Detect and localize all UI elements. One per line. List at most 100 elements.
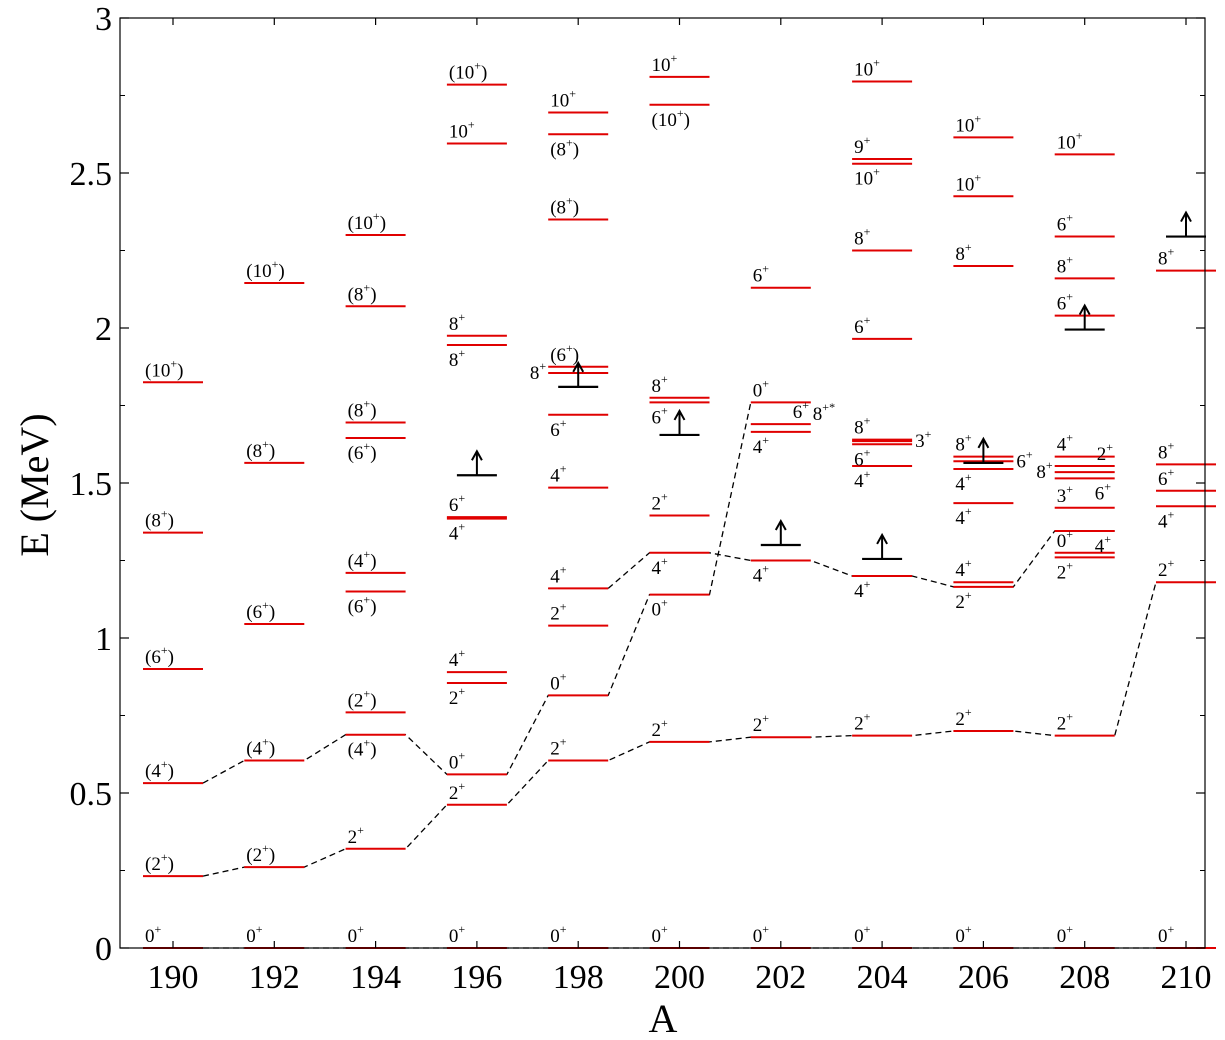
spin-text: 4 bbox=[955, 474, 965, 495]
parity-sup: + bbox=[864, 445, 871, 459]
spin-text: 2 bbox=[151, 854, 161, 875]
spin-text: ( bbox=[348, 213, 354, 234]
spin-text: ( bbox=[145, 511, 151, 532]
level-label: 6+ bbox=[793, 398, 810, 423]
parity-sup: + bbox=[965, 556, 972, 570]
parity-sup: + bbox=[677, 106, 684, 120]
energy-levels bbox=[143, 75, 1216, 949]
spin-text: ) bbox=[168, 511, 174, 532]
annotation-text: 8 bbox=[813, 404, 823, 425]
level-label: 4+ bbox=[854, 467, 871, 492]
level-label: 6+ bbox=[753, 262, 770, 287]
level-label: 6+ bbox=[1016, 447, 1033, 472]
spin-text: 0 bbox=[753, 380, 763, 401]
systematics-line bbox=[548, 530, 1115, 590]
level-label: 4+ bbox=[1095, 532, 1112, 557]
x-tick-label: 204 bbox=[857, 959, 908, 996]
spin-text: ( bbox=[246, 602, 252, 623]
level-label: (10+) bbox=[246, 257, 284, 282]
parity-sup: + bbox=[363, 547, 370, 561]
level-label: (6+) bbox=[246, 598, 275, 623]
parity-sup: + bbox=[974, 170, 981, 184]
parity-sup: + bbox=[802, 398, 809, 412]
level-label: 0+ bbox=[753, 376, 770, 401]
level-label: (8+) bbox=[348, 397, 377, 422]
spin-text: ( bbox=[550, 345, 556, 366]
spin-text: ) bbox=[278, 261, 284, 282]
level-label: 2+ bbox=[550, 734, 567, 759]
level-label: 6+ bbox=[1095, 479, 1112, 504]
y-tick-label: 2 bbox=[95, 311, 112, 348]
limit-arrow-head bbox=[1180, 210, 1192, 223]
parity-sup: + bbox=[262, 598, 269, 612]
level-label: 4+ bbox=[955, 470, 972, 495]
parity-sup: + bbox=[363, 593, 370, 607]
spin-text: ) bbox=[370, 401, 376, 422]
level-label: (2+) bbox=[348, 686, 377, 711]
parity-sup: + bbox=[458, 346, 465, 360]
level-label: 10+ bbox=[854, 165, 880, 190]
parity-sup: + bbox=[458, 922, 465, 936]
limit-arrow-head bbox=[876, 532, 888, 545]
level-label: 0+ bbox=[246, 922, 262, 947]
level-label: 6+ bbox=[1057, 211, 1074, 236]
spin-text: 6 bbox=[854, 317, 864, 338]
parity-sup: + bbox=[661, 403, 668, 417]
spin-text: 4 bbox=[955, 508, 965, 529]
level-label: 2+ bbox=[550, 600, 567, 625]
spin-text: ) bbox=[370, 284, 376, 305]
parity-sup: + bbox=[1066, 252, 1073, 266]
level-label: 10+ bbox=[854, 56, 880, 81]
spin-text: 2 bbox=[854, 714, 864, 735]
spin-text: 0 bbox=[652, 600, 662, 621]
spin-text: 0 bbox=[1057, 531, 1067, 552]
level-label: 4+ bbox=[1057, 431, 1074, 456]
parity-sup: + bbox=[458, 684, 465, 698]
spin-text: ( bbox=[348, 690, 354, 711]
spin-text: ) bbox=[573, 198, 579, 219]
x-tick-label: 190 bbox=[148, 959, 199, 996]
level-label: 4+ bbox=[652, 554, 669, 579]
spin-text: 4 bbox=[1057, 435, 1067, 456]
spin-text: 4 bbox=[1095, 536, 1105, 557]
x-tick-label: 206 bbox=[958, 959, 1009, 996]
limit-arrow-head bbox=[977, 436, 990, 449]
level-label: 8+ bbox=[1057, 252, 1074, 277]
parity-sup: + bbox=[974, 111, 981, 125]
parity-sup: + bbox=[1076, 128, 1083, 142]
parity-sup: + bbox=[262, 437, 269, 451]
level-label: 0+ bbox=[753, 922, 770, 947]
spin-text: 4 bbox=[151, 761, 161, 782]
spin-text: ( bbox=[348, 284, 354, 305]
level-label: 0+ bbox=[1057, 922, 1074, 947]
spin-text: 0 bbox=[348, 926, 358, 947]
annotation-sup: +* bbox=[822, 400, 835, 414]
parity-sup: + bbox=[560, 669, 567, 683]
level-label: 9+ bbox=[854, 133, 871, 158]
spin-text: 6 bbox=[753, 266, 763, 287]
level-label: 8+ bbox=[955, 240, 972, 265]
parity-sup: + bbox=[661, 922, 668, 936]
parity-sup: + bbox=[965, 240, 972, 254]
x-tick-label: 200 bbox=[654, 959, 705, 996]
level-label: 2+ bbox=[1057, 558, 1074, 583]
level-label: (8+) bbox=[246, 437, 275, 462]
spin-text: ( bbox=[246, 261, 252, 282]
parity-sup: + bbox=[1104, 479, 1111, 493]
spin-text: ) bbox=[573, 345, 579, 366]
spin-text: 2 bbox=[955, 709, 965, 730]
parity-sup: + bbox=[965, 588, 972, 602]
spin-text: 8 bbox=[557, 198, 567, 219]
y-tick-label: 3 bbox=[95, 1, 112, 38]
parity-sup: + bbox=[1046, 458, 1053, 472]
spin-text: 10 bbox=[955, 115, 974, 136]
spin-text: 4 bbox=[449, 524, 459, 545]
x-tick-label: 194 bbox=[350, 959, 401, 996]
spin-text: ( bbox=[348, 551, 354, 572]
spin-text: 0 bbox=[1057, 926, 1067, 947]
parity-sup: + bbox=[468, 118, 475, 132]
level-label: 2+ bbox=[1158, 556, 1175, 581]
parity-sup: + bbox=[864, 225, 871, 239]
spin-text: 6 bbox=[1057, 215, 1067, 236]
parity-sup: + bbox=[560, 922, 567, 936]
